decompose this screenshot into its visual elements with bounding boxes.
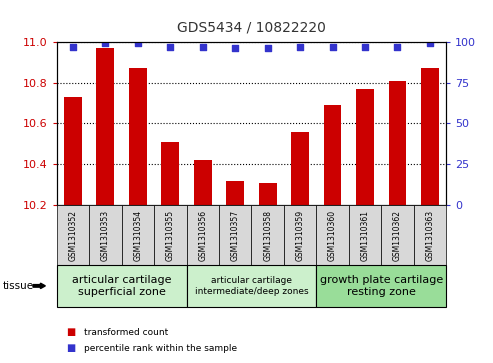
- Point: [296, 44, 304, 50]
- Point: [102, 41, 109, 46]
- Text: GSM1310356: GSM1310356: [198, 209, 207, 261]
- Point: [69, 44, 77, 50]
- Bar: [129, 68, 147, 205]
- Text: GDS5434 / 10822220: GDS5434 / 10822220: [177, 20, 326, 34]
- Text: growth plate cartilage
resting zone: growth plate cartilage resting zone: [319, 275, 443, 297]
- Point: [134, 41, 142, 46]
- Point: [393, 44, 401, 50]
- Bar: [421, 68, 439, 205]
- Text: transformed count: transformed count: [84, 328, 168, 337]
- Text: articular cartilage
intermediate/deep zones: articular cartilage intermediate/deep zo…: [195, 276, 308, 295]
- Point: [199, 44, 207, 50]
- Bar: [97, 48, 114, 205]
- Text: GSM1310360: GSM1310360: [328, 209, 337, 261]
- Text: GSM1310354: GSM1310354: [133, 209, 142, 261]
- Bar: [356, 89, 374, 205]
- Text: ■: ■: [67, 343, 76, 354]
- Text: GSM1310358: GSM1310358: [263, 209, 272, 261]
- Text: GSM1310362: GSM1310362: [393, 209, 402, 261]
- Text: GSM1310357: GSM1310357: [231, 209, 240, 261]
- Bar: [161, 142, 179, 205]
- Text: tissue: tissue: [2, 281, 34, 291]
- Point: [426, 41, 434, 46]
- Text: articular cartilage
superficial zone: articular cartilage superficial zone: [72, 275, 172, 297]
- Text: GSM1310352: GSM1310352: [69, 209, 77, 261]
- Text: GSM1310353: GSM1310353: [101, 209, 110, 261]
- Text: GSM1310361: GSM1310361: [360, 209, 370, 261]
- Point: [361, 44, 369, 50]
- Bar: [291, 131, 309, 205]
- Bar: [226, 180, 244, 205]
- Text: GSM1310359: GSM1310359: [296, 209, 305, 261]
- Bar: [194, 160, 211, 205]
- Point: [329, 44, 337, 50]
- Point: [166, 44, 174, 50]
- Text: ■: ■: [67, 327, 76, 337]
- Text: GSM1310363: GSM1310363: [425, 209, 434, 261]
- Point: [231, 45, 239, 51]
- Bar: [388, 81, 406, 205]
- Text: percentile rank within the sample: percentile rank within the sample: [84, 344, 237, 353]
- Bar: [64, 97, 82, 205]
- Bar: [259, 183, 277, 205]
- Text: GSM1310355: GSM1310355: [166, 209, 175, 261]
- Bar: [323, 105, 342, 205]
- Point: [264, 45, 272, 51]
